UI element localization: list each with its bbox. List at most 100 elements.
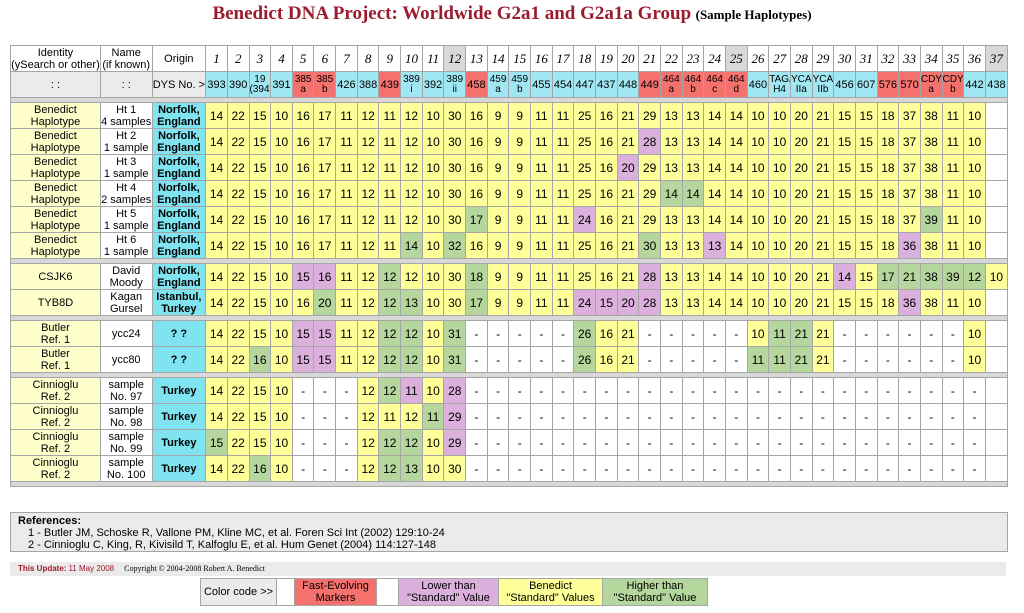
marker-value: 11: [379, 103, 401, 128]
cell-text: Norfolk,: [158, 264, 200, 277]
marker-value: 10: [422, 155, 444, 180]
marker-value: 14: [206, 347, 227, 372]
marker-value: 20: [617, 155, 639, 180]
marker-value: 37: [899, 103, 920, 128]
marker-number: 15: [509, 46, 531, 71]
dys-marker: CDY a: [920, 72, 942, 97]
marker-value: 12: [357, 129, 379, 154]
marker-value: -: [682, 378, 704, 403]
marker-value: -: [747, 404, 769, 429]
marker-value: -: [704, 378, 725, 403]
marker-value: 13: [660, 155, 682, 180]
marker-value: 17: [314, 233, 336, 258]
cell-text: Ref. 2: [40, 468, 71, 481]
marker-value: 16: [292, 155, 314, 180]
marker-value: 10: [271, 456, 292, 481]
origin-cell: ? ?: [152, 321, 206, 346]
marker-value: -: [769, 430, 790, 455]
marker-value: -: [509, 404, 531, 429]
marker-number: 8: [357, 46, 379, 71]
marker-value: 11: [747, 347, 769, 372]
marker-value: 10: [271, 103, 292, 128]
dys-marker: YCA IIa: [790, 72, 812, 97]
cell-text: Ht 5: [116, 207, 137, 220]
marker-value: -: [704, 456, 725, 481]
marker-value: 11: [336, 129, 357, 154]
dys-marker: 385 a: [292, 72, 314, 97]
cell-text: 459: [511, 73, 529, 85]
marker-value: 15: [249, 378, 271, 403]
cell-text: Ht 3: [116, 155, 137, 168]
marker-value: 15: [249, 264, 271, 289]
table-row: Butler Ref. 1 ycc80? ? 14 22 16 10 15 15 11 12 12 12…: [11, 347, 1007, 372]
marker-value: -: [574, 456, 596, 481]
cell-text: 454: [553, 78, 573, 91]
cell-text: CDY: [920, 73, 942, 85]
marker-value: 12: [357, 430, 379, 455]
marker-value: 14: [206, 103, 227, 128]
marker-value: 9: [509, 264, 531, 289]
title-sub: (Sample Haplotypes): [695, 7, 812, 22]
cell-text: 4 samples: [101, 115, 152, 128]
marker-value: 15: [249, 103, 271, 128]
marker-value: 14: [206, 129, 227, 154]
marker-value: 10: [271, 404, 292, 429]
marker-value: 16: [596, 207, 617, 232]
cell-text: 385: [316, 73, 334, 85]
dys-marker: 389 ii: [444, 72, 466, 97]
table-row: Cinnioglu Ref. 2 sample No. 99 Turkey 15 22 15 1…: [11, 430, 1007, 455]
name-cell: sample No. 98: [100, 404, 152, 429]
marker-value: 13: [401, 290, 422, 315]
marker-value: 22: [227, 456, 249, 481]
marker-value: 15: [249, 207, 271, 232]
marker-value: 11: [531, 233, 552, 258]
name-cell: David Moody: [100, 264, 152, 289]
identity-header: Identity (ySearch or other): [11, 46, 100, 71]
marker-value: 16: [596, 181, 617, 206]
marker-value: 13: [682, 155, 704, 180]
marker-value: -: [531, 378, 552, 403]
marker-value: 10: [422, 264, 444, 289]
marker-value: -: [834, 378, 855, 403]
marker-value: 10: [422, 347, 444, 372]
identity-cell: Cinnioglu Ref. 2: [11, 404, 100, 429]
cell-text: Identity: [37, 46, 74, 59]
marker-value: 22: [227, 404, 249, 429]
cell-text: Turkey: [161, 410, 197, 423]
cell-text: England: [157, 167, 201, 180]
marker-number: 20: [617, 46, 639, 71]
marker-value: 16: [596, 233, 617, 258]
marker-value: 15: [292, 347, 314, 372]
origin-cell: Norfolk, England: [152, 233, 206, 258]
marker-value: 9: [487, 103, 509, 128]
cell-text: 442: [965, 78, 984, 91]
name-cell: sample No. 97: [100, 378, 152, 403]
marker-value: 10: [271, 378, 292, 403]
name-cell: sample No. 99: [100, 430, 152, 455]
marker-value: -: [899, 347, 920, 372]
marker-value: [985, 181, 1007, 206]
marker-value: 11: [942, 290, 964, 315]
origin-cell: Norfolk, England: [152, 155, 206, 180]
legend-lower-line1: Lower than: [421, 580, 476, 592]
marker-value: 11: [552, 207, 574, 232]
marker-value: 14: [682, 181, 704, 206]
marker-value: 26: [574, 347, 596, 372]
marker-value: -: [487, 456, 509, 481]
marker-value: -: [899, 321, 920, 346]
cell-text: ycc24: [111, 327, 141, 340]
cell-text: sample: [108, 404, 144, 417]
cell-text: England: [157, 276, 201, 289]
marker-value: -: [877, 321, 899, 346]
marker-value: -: [899, 456, 920, 481]
marker-value: 16: [314, 264, 336, 289]
marker-value: 22: [227, 233, 249, 258]
marker-value: -: [336, 456, 357, 481]
marker-value: 15: [249, 155, 271, 180]
marker-value: 11: [379, 129, 401, 154]
marker-value: 31: [444, 321, 466, 346]
legend-benedict: Benedict "Standard" Values: [499, 579, 603, 605]
marker-value: 21: [812, 103, 834, 128]
marker-value: 14: [725, 155, 747, 180]
legend-color-code: Color code >>: [201, 579, 277, 605]
